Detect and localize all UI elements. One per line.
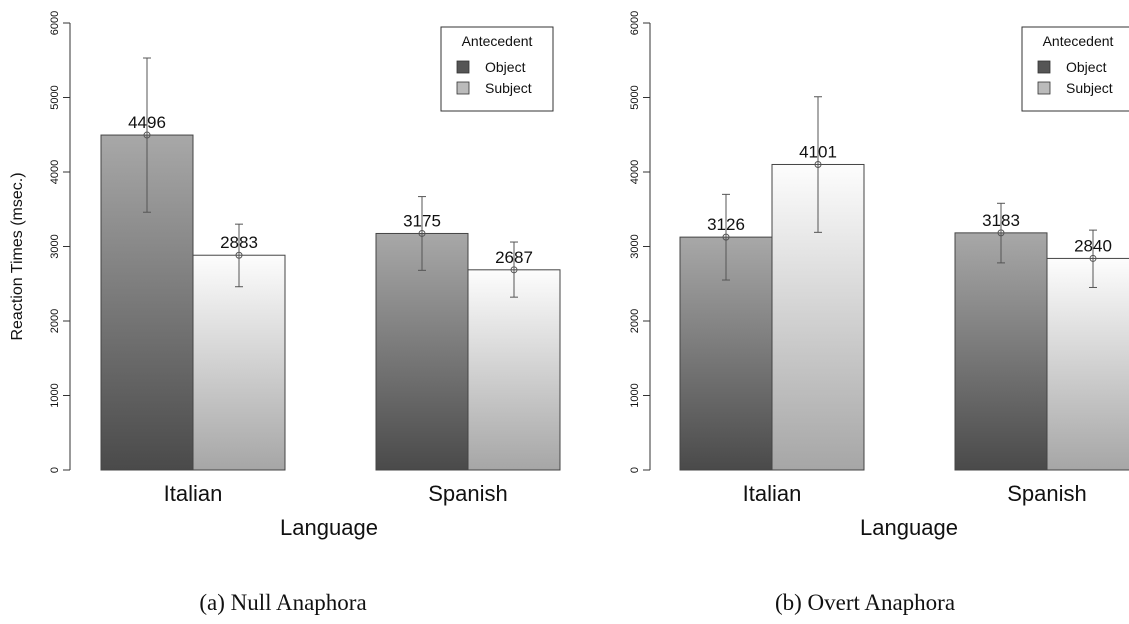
bar-subject [192, 254, 286, 471]
y-tick-label: 5000 [49, 85, 61, 109]
y-tick-label: 0 [49, 467, 61, 473]
mean-point [722, 233, 730, 241]
y-tick-label: 6000 [629, 11, 641, 35]
mean-point [418, 229, 426, 237]
mean-point [814, 160, 822, 168]
y-tick-label: 0 [629, 467, 641, 473]
y-tick-label: 1000 [629, 383, 641, 407]
legend-swatch-subject [1037, 81, 1051, 95]
data-label: 3183 [982, 211, 1020, 230]
y-tick-label: 4000 [629, 160, 641, 184]
y-tick-label: 3000 [629, 234, 641, 258]
mean-point [235, 251, 243, 259]
data-label: 2840 [1074, 236, 1112, 255]
legend-title: Antecedent [1043, 33, 1114, 49]
legend: Antecedent Object Subject [1021, 26, 1129, 112]
legend-label-object: Object [1066, 59, 1107, 75]
legend-title: Antecedent [462, 33, 533, 49]
y-tick-label: 6000 [49, 11, 61, 35]
y-tick-label: 2000 [629, 309, 641, 333]
bar-subject [467, 269, 561, 471]
data-label: 3175 [403, 211, 441, 230]
data-label: 3126 [707, 215, 745, 234]
figure-caption: (b) Overt Anaphora [775, 590, 955, 615]
bar-object [954, 232, 1048, 471]
y-tick-label: 2000 [49, 309, 61, 333]
data-label: 4101 [799, 142, 837, 161]
mean-point [997, 229, 1005, 237]
legend-label-object: Object [485, 59, 526, 75]
x-tick-label: Spanish [1007, 481, 1087, 506]
figure-caption: (a) Null Anaphora [199, 590, 366, 615]
data-label: 2687 [495, 248, 533, 267]
y-tick-label: 4000 [49, 160, 61, 184]
data-label: 4496 [128, 113, 166, 132]
legend: Antecedent Object Subject [440, 26, 554, 112]
legend-swatch-object [456, 60, 470, 74]
x-tick-label: Spanish [428, 481, 508, 506]
y-axis-label: Reaction Times (msec.) [9, 172, 26, 340]
y-tick-label: 3000 [49, 234, 61, 258]
chart-panel-overt-anaphora: 0 1000 2000 3000 4000 5000 6000 3126 4101 Italian… [629, 11, 1129, 615]
y-tick-label: 5000 [629, 85, 641, 109]
x-axis-label: Language [860, 515, 958, 540]
legend-label-subject: Subject [485, 80, 532, 96]
x-tick-label: Italian [164, 481, 223, 506]
y-tick-label: 1000 [49, 383, 61, 407]
legend-label-subject: Subject [1066, 80, 1113, 96]
chart-panel-null-anaphora: 0 1000 2000 3000 4000 5000 6000 Reaction Times … [9, 11, 561, 615]
mean-point [143, 131, 151, 139]
legend-swatch-subject [456, 81, 470, 95]
data-label: 2883 [220, 233, 258, 252]
legend-swatch-object [1037, 60, 1051, 74]
x-axis-label: Language [280, 515, 378, 540]
mean-point [510, 266, 518, 274]
x-tick-label: Italian [743, 481, 802, 506]
mean-point [1089, 254, 1097, 262]
bar-subject [1046, 257, 1129, 471]
